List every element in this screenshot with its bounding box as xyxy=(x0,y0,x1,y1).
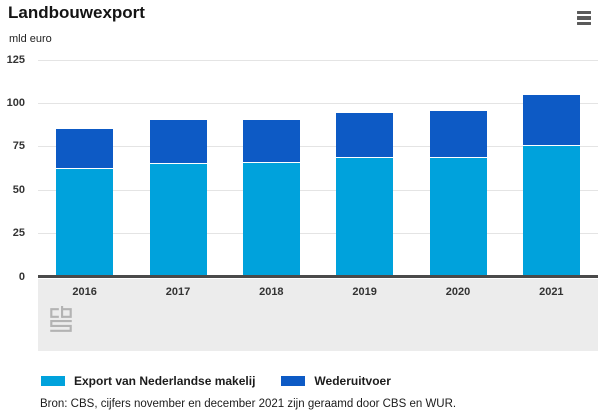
y-axis-unit-label: mld euro xyxy=(9,33,52,45)
x-axis-band: 2016 2017 2018 2019 2020 2021 xyxy=(38,279,598,351)
bar-2016-segment-1[interactable] xyxy=(56,129,114,169)
legend-swatch-icon xyxy=(281,376,306,386)
x-axis-line xyxy=(38,275,598,278)
hamburger-menu-icon xyxy=(575,10,593,26)
bar-2020-segment-0[interactable] xyxy=(429,158,487,277)
legend: Export van Nederlandse makelij Wederuitvo… xyxy=(41,374,417,388)
x-axis-label-2016: 2016 xyxy=(72,286,97,298)
bar-2021-segment-0[interactable] xyxy=(522,145,580,277)
y-tick-label-25: 25 xyxy=(12,227,25,240)
bar-2018-segment-0[interactable] xyxy=(242,163,300,277)
x-axis-label-2020: 2020 xyxy=(445,286,471,298)
legend-swatch-icon xyxy=(41,376,65,386)
bar-2017-segment-0[interactable] xyxy=(149,163,207,277)
bar-2020-segment-1[interactable] xyxy=(429,111,487,159)
gridline-50 xyxy=(38,189,598,191)
bar-2021-segment-1[interactable] xyxy=(522,95,580,146)
gridline-75 xyxy=(38,146,598,148)
y-tick-label-75: 75 xyxy=(12,140,25,153)
bar-2019-segment-1[interactable] xyxy=(336,112,394,158)
bar-2019-segment-0[interactable] xyxy=(336,157,394,277)
y-tick-label-50: 50 xyxy=(12,183,25,196)
source-note: Bron: CBS, cijfers november en december … xyxy=(40,398,457,410)
bar-2018-segment-1[interactable] xyxy=(242,120,300,164)
x-axis-label-2019: 2019 xyxy=(352,286,377,298)
x-axis-label-2021: 2021 xyxy=(539,286,564,298)
legend-label: Export van Nederlandse makelij xyxy=(74,374,256,388)
bar-2017-segment-1[interactable] xyxy=(149,120,207,164)
bar-2016-segment-0[interactable] xyxy=(56,168,114,277)
x-axis-label-2018: 2018 xyxy=(259,286,284,298)
y-tick-label-100: 100 xyxy=(6,96,25,109)
legend-item-0: Export van Nederlandse makelij xyxy=(41,374,255,388)
y-tick-label-125: 125 xyxy=(6,53,25,66)
plot-area xyxy=(38,59,598,278)
x-axis-label-2017: 2017 xyxy=(165,286,191,298)
cbs-logo-icon xyxy=(50,306,72,332)
y-axis: 0 25 50 75 100 125 xyxy=(0,54,28,283)
legend-label: Wederuitvoer xyxy=(314,374,391,388)
legend-item-1: Wederuitvoer xyxy=(281,374,391,388)
chart-menu-button[interactable] xyxy=(575,9,593,27)
y-tick-label-0: 0 xyxy=(18,270,25,283)
gridline-25 xyxy=(38,233,598,235)
gridline-100 xyxy=(38,102,598,104)
gridline-125 xyxy=(38,59,598,61)
chart-title: Landbouwexport xyxy=(8,3,145,22)
